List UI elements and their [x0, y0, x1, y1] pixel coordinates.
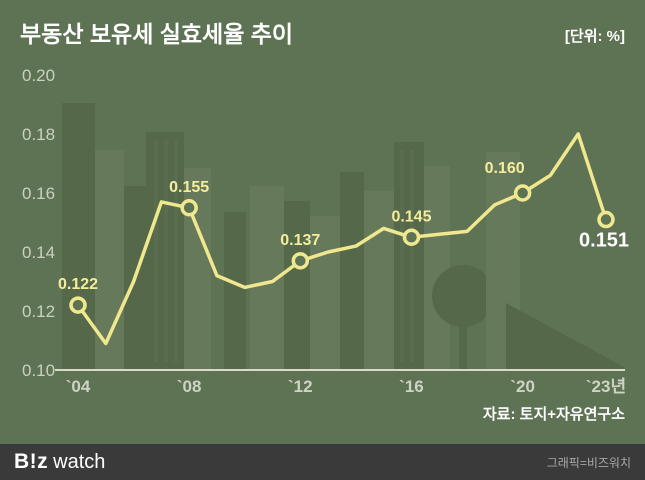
bizwatch-logo: B!z watch: [14, 450, 105, 474]
logo-watch-text: watch: [53, 451, 106, 473]
data-point-marker: [291, 252, 310, 270]
source-credit: 자료: 토지+자유연구소: [483, 406, 625, 423]
x-tick-label: `08: [177, 377, 202, 396]
data-point-markers: [69, 184, 615, 314]
data-point-label: 0.137: [280, 232, 320, 249]
chart-title: 부동산 보유세 실효세율 추이: [20, 21, 293, 47]
x-tick-label: `23년: [586, 377, 626, 396]
x-tick-label: `04: [66, 377, 91, 396]
graphic-credit: 그래픽=비즈워치: [546, 455, 631, 470]
y-tick-label: 0.12: [22, 302, 55, 321]
y-tick-label: 0.18: [22, 125, 55, 144]
tax-rate-line-chart: 0.10 0.12 0.14 0.16 0.18 0.20 `04 `08 `12 `16 `20…: [20, 21, 629, 423]
data-point-label: 0.155: [169, 179, 209, 196]
hill-slope-silhouette: [506, 303, 624, 370]
y-axis-tick-labels: 0.10 0.12 0.14 0.16 0.18 0.20: [22, 66, 55, 380]
footer-bar: B!z watch 그래픽=비즈워치: [0, 444, 645, 480]
x-tick-label: `20: [510, 377, 535, 396]
city-skyline-silhouette: [62, 103, 624, 370]
data-point-label: 0.145: [391, 208, 431, 225]
data-point-marker: [597, 210, 615, 229]
y-tick-label: 0.14: [22, 243, 55, 262]
data-point-marker: [69, 296, 87, 314]
unit-label: [단위: %]: [565, 28, 625, 45]
data-point-marker: [402, 228, 421, 246]
y-tick-label: 0.16: [22, 184, 55, 203]
data-point-label-final: 0.151: [579, 230, 629, 252]
data-point-label: 0.122: [58, 276, 98, 293]
data-point-labels: 0.122 0.155 0.137 0.145 0.160 0.151: [58, 160, 629, 293]
x-tick-label: `16: [399, 377, 424, 396]
y-tick-label: 0.10: [22, 361, 55, 380]
data-point-marker: [513, 184, 532, 202]
logo-biz-text: B!z: [14, 450, 49, 473]
y-tick-label: 0.20: [22, 66, 55, 85]
data-point-label: 0.160: [485, 160, 525, 177]
data-point-marker: [180, 199, 198, 217]
x-tick-label: `12: [288, 377, 313, 396]
tree-silhouette: [432, 265, 494, 327]
x-axis-tick-labels: `04 `08 `12 `16 `20 `23년: [66, 377, 626, 396]
